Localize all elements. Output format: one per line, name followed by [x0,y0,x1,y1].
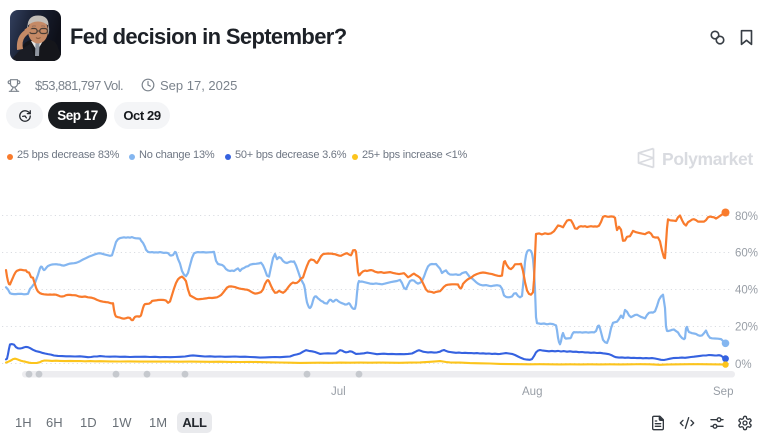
svg-text:80%: 80% [735,211,758,223]
svg-text:Sep: Sep [713,386,733,398]
svg-text:60%: 60% [735,248,758,260]
svg-text:20%: 20% [735,322,758,334]
svg-text:40%: 40% [735,285,758,297]
svg-text:Jul: Jul [331,386,346,398]
svg-text:0%: 0% [735,359,752,371]
svg-text:Aug: Aug [522,386,542,398]
